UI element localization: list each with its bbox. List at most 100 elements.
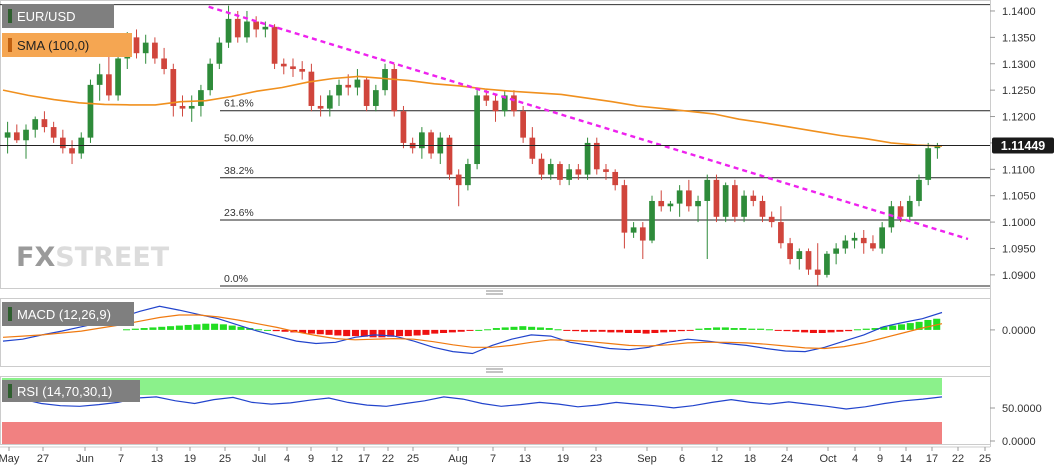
candle-body xyxy=(428,132,434,154)
candle-body xyxy=(676,190,683,204)
candle-body xyxy=(326,95,333,109)
macd-histogram-bar xyxy=(422,329,430,335)
date-tick-label: 13 xyxy=(151,453,163,465)
candle-body xyxy=(612,171,619,186)
macd-histogram-bar xyxy=(616,329,624,333)
macd-histogram-bar xyxy=(510,326,518,330)
macd-histogram-bar xyxy=(272,329,280,332)
price-tick-label: 1.1200 xyxy=(1002,112,1036,124)
date-tick-label: 14 xyxy=(900,453,912,465)
macd-histogram-bar xyxy=(131,328,139,330)
date-tick-label: 17 xyxy=(358,453,370,465)
candle-body xyxy=(685,190,692,207)
fxstreet-watermark: FXSTREET xyxy=(16,242,170,273)
rsi-axis: 50.0000 0.0000 xyxy=(990,403,1042,448)
candle-body xyxy=(4,132,11,138)
macd-histogram-bar xyxy=(528,326,536,330)
macd-histogram-bar xyxy=(228,325,236,330)
macd-histogram-bar xyxy=(686,329,694,331)
date-tick-label: 25 xyxy=(219,453,231,465)
macd-histogram-bar xyxy=(915,321,923,330)
macd-histogram-bar xyxy=(281,329,289,332)
date-tick-label: 25 xyxy=(979,453,991,465)
macd-histogram-bar xyxy=(413,329,421,336)
macd-histogram-bar xyxy=(906,323,914,330)
candle-body xyxy=(382,69,388,91)
candle-body xyxy=(538,158,545,175)
candle-body xyxy=(934,145,941,149)
candle-body xyxy=(575,169,582,175)
candle-body xyxy=(96,74,103,85)
macd-histogram-bar xyxy=(783,329,791,332)
candle-body xyxy=(41,119,48,128)
rsi-label: RSI (14,70,30,1) xyxy=(17,384,112,399)
candle-body xyxy=(584,142,591,175)
macd-histogram-bar xyxy=(721,327,729,330)
macd-tick-label: 0.0000 xyxy=(1002,325,1036,337)
macd-histogram-bar xyxy=(440,329,448,333)
candle-body xyxy=(787,243,793,260)
candle-body xyxy=(170,69,177,106)
macd-histogram-bar xyxy=(334,329,342,336)
candle-body xyxy=(501,95,508,112)
candle-body xyxy=(354,79,361,88)
macd-histogram-bar xyxy=(193,324,201,330)
fib-label: 38.2% xyxy=(224,165,254,177)
date-tick-label: Sep xyxy=(637,453,657,465)
macd-histogram-bar xyxy=(845,329,853,332)
candle-body xyxy=(106,74,112,96)
macd-histogram-bar xyxy=(801,329,809,333)
candle-body xyxy=(750,195,757,201)
candle-body xyxy=(69,148,75,154)
macd-histogram-bar xyxy=(792,329,800,332)
candle-body xyxy=(290,66,296,70)
rsi-legend: RSI (14,70,30,1) xyxy=(2,380,140,402)
pane-resize-handle-2[interactable] xyxy=(486,368,503,373)
candle-body xyxy=(161,58,167,70)
macd-histogram-bar xyxy=(457,329,465,332)
macd-histogram-bar xyxy=(219,324,227,330)
candle-body xyxy=(216,42,223,64)
macd-histogram-bar xyxy=(677,329,685,332)
macd-histogram-bar xyxy=(211,323,219,330)
candle-body xyxy=(474,95,480,165)
candle-body xyxy=(695,200,701,207)
candle-body xyxy=(566,169,573,180)
macd-histogram-bar xyxy=(202,323,210,330)
date-tick-label: 24 xyxy=(781,453,793,465)
macd-histogram-bar xyxy=(757,328,765,330)
candle-body xyxy=(391,69,398,112)
candle-body xyxy=(520,111,526,138)
candle-body xyxy=(23,129,29,141)
macd-histogram-bar xyxy=(624,329,633,333)
date-tick-label: 12 xyxy=(711,453,723,465)
candle-body xyxy=(768,216,775,223)
candle-body xyxy=(372,90,379,106)
candle-body xyxy=(621,185,628,233)
candle-body xyxy=(916,179,922,201)
macd-histogram-bar xyxy=(827,329,835,333)
date-tick-label: 7 xyxy=(490,453,496,465)
pane-resize-handle-1[interactable] xyxy=(486,290,503,295)
date-tick-label: 22 xyxy=(952,453,964,465)
macd-histogram-bar xyxy=(774,329,782,331)
price-tick-label: 1.0950 xyxy=(1002,243,1036,255)
candle-body xyxy=(547,164,554,175)
macd-histogram-bar xyxy=(492,328,500,330)
macd-histogram-bar xyxy=(369,329,377,338)
date-tick-label: 19 xyxy=(557,453,569,465)
candle-body xyxy=(741,195,747,217)
macd-histogram-bar xyxy=(633,329,641,333)
candle-body xyxy=(851,237,858,241)
macd-histogram-bar xyxy=(396,329,404,337)
candle-body xyxy=(879,227,886,249)
macd-histogram-bar xyxy=(484,329,492,331)
macd-histogram-bar xyxy=(158,326,166,330)
candle-body xyxy=(805,251,812,270)
macd-histogram-bar xyxy=(140,328,148,330)
candle-body xyxy=(557,164,563,180)
rsi-tick-label: 0.0000 xyxy=(1002,436,1036,448)
candle-body xyxy=(198,90,204,106)
macd-histogram-bar xyxy=(351,329,360,337)
macd-histogram-bar xyxy=(404,329,412,337)
